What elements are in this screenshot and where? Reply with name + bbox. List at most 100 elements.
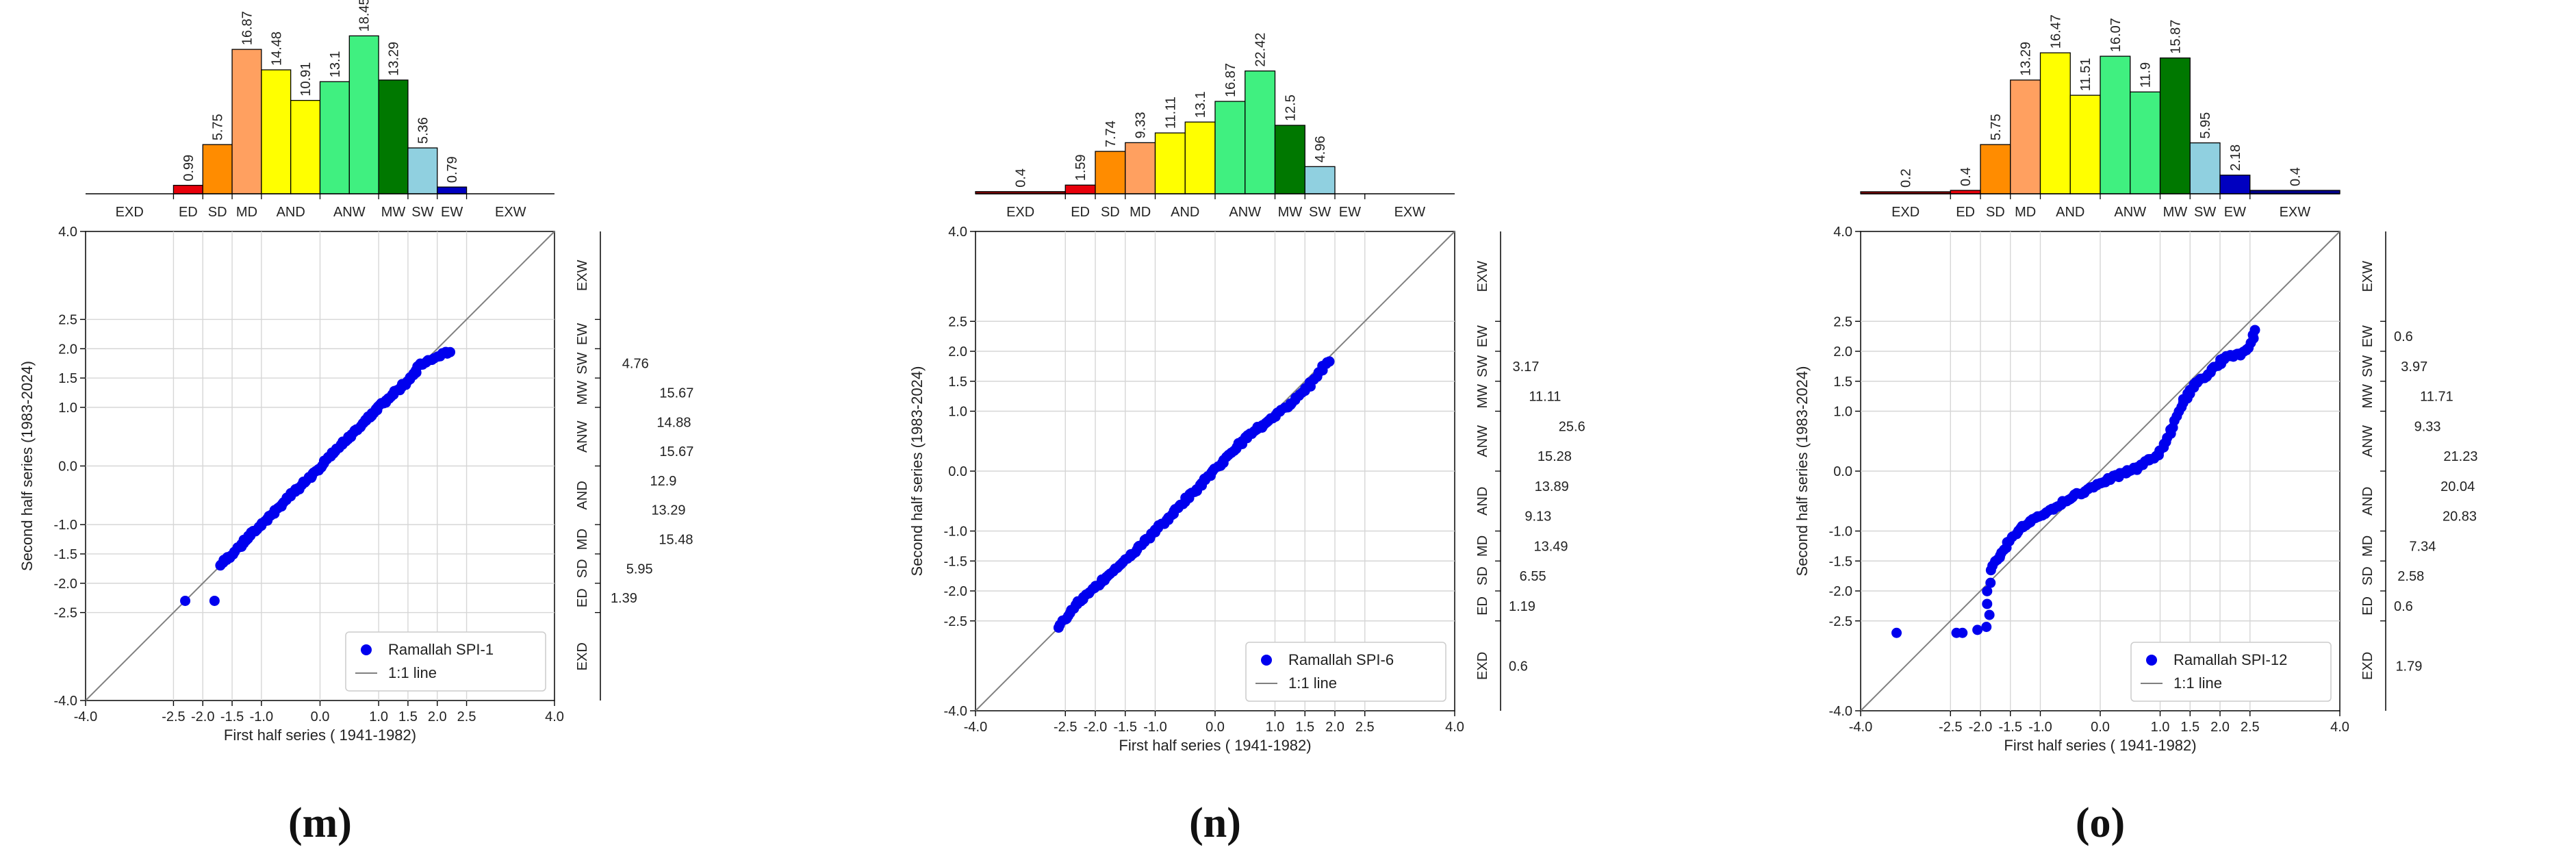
top-class-label: AND [2056, 205, 2084, 220]
scatter-points [180, 346, 456, 606]
y-tick-label: 2.5 [1833, 314, 1852, 329]
top-class-label: SW [411, 205, 433, 220]
right-hist-value: 12.9 [650, 474, 677, 489]
x-tick-label: 2.0 [2210, 720, 2230, 735]
scatter-point [1891, 627, 1902, 638]
right-hist-value: 4.76 [622, 357, 649, 372]
panel-1: -4.0-4.0 -2.5 -2.5 -2.0 -2.0 -1.5 -1.5 -1.0 -1.0… [908, 33, 1585, 846]
legend-label-line: 1:1 line [2173, 674, 2222, 692]
y-tick-label: 0.0 [58, 459, 77, 475]
y-tick-label: 4.0 [948, 225, 967, 240]
legend-label-line: 1:1 line [388, 664, 437, 681]
top-hist-bar [2130, 91, 2161, 194]
legend-label-series: Ramallah SPI-6 [1288, 651, 1394, 668]
y-tick-label: -4.0 [1829, 704, 1852, 719]
top-hist-value: 9.33 [1134, 112, 1149, 138]
top-hist-value: 13.1 [328, 51, 343, 77]
y-tick-label: -4.0 [54, 694, 77, 709]
top-histogram: 0.2 0.4 5.75 13.29 16.47 11.51 16.07 11.9 15.87 5… [1860, 14, 2341, 220]
right-hist-value: 13.49 [1533, 539, 1568, 554]
y-tick-label: 1.0 [1833, 405, 1852, 420]
right-hist-value: 13.89 [1535, 479, 1569, 494]
top-hist-value: 18.45 [357, 0, 372, 31]
x-tick-label: 1.5 [1295, 720, 1314, 735]
top-hist-bar [319, 81, 350, 194]
top-class-label: ANW [1229, 205, 1261, 220]
top-hist-bar [290, 99, 321, 194]
scatter-point [445, 346, 456, 357]
right-class-label: MW [2360, 384, 2375, 409]
y-tick-label: -2.0 [54, 577, 77, 592]
top-hist-value: 5.75 [1989, 114, 2004, 140]
right-hist-value: 15.48 [659, 533, 693, 548]
legend-marker-points [361, 644, 372, 655]
scatter-point [1984, 609, 1995, 620]
top-class-label: ED [1956, 205, 1975, 220]
right-class-label: MW [575, 381, 590, 405]
top-class-label: ED [179, 205, 198, 220]
top-hist-value: 13.1 [1193, 91, 1208, 118]
top-hist-bar [1095, 151, 1126, 194]
top-class-label: MD [236, 205, 257, 220]
right-hist-value: 1.19 [1509, 599, 1535, 614]
x-tick-label: 1.0 [2151, 720, 2170, 735]
x-tick-label: 1.5 [398, 709, 418, 724]
y-tick-label: 1.0 [58, 401, 77, 416]
y-tick-label: -2.5 [944, 614, 967, 629]
legend: Ramallah SPI-12 1:1 line [2130, 642, 2332, 702]
top-hist-value: 14.48 [269, 31, 284, 66]
right-class-label: ED [2360, 596, 2375, 616]
top-class-label: EW [441, 205, 463, 220]
legend: Ramallah SPI-1 1:1 line [345, 631, 546, 692]
right-hist-value: 13.29 [651, 503, 685, 518]
top-class-label: EW [2224, 205, 2246, 220]
top-class-label: EXD [1006, 205, 1034, 220]
y-tick-label: -1.0 [1829, 525, 1852, 540]
legend-box [345, 631, 546, 692]
top-hist-bar [407, 147, 438, 194]
y-tick-label: 0.0 [1833, 464, 1852, 479]
x-tick-label: 2.0 [1325, 720, 1344, 735]
x-tick-label: -1.5 [1114, 720, 1137, 735]
top-hist-bar [173, 184, 203, 194]
top-hist-bar [1304, 166, 1336, 194]
right-histogram: 4.76 15.67 14.88 15.67 12.9 13.29 15.48 5.95 1.3… [575, 231, 693, 701]
top-hist-value: 11.9 [2139, 62, 2154, 88]
y-tick-label: -4.0 [944, 704, 967, 719]
right-hist-value: 2.58 [2397, 569, 2424, 584]
top-hist-bar [2189, 142, 2221, 194]
right-class-label: AND [575, 481, 590, 509]
right-class-label: EXW [1475, 261, 1490, 292]
x-tick-label: -2.0 [1084, 720, 1107, 735]
scatter-point [1985, 577, 1996, 588]
top-class-label: ANW [333, 205, 366, 220]
x-tick-label: 0.0 [311, 709, 330, 724]
x-axis-label: First half series ( 1941-1982) [1119, 737, 1311, 754]
top-hist-value: 2.18 [2228, 144, 2243, 171]
x-tick-label: 1.0 [369, 709, 388, 724]
top-hist-value: 0.4 [1014, 168, 1029, 188]
y-axis-label: Second half series (1983-2024) [18, 361, 36, 571]
right-class-label: ANW [1475, 425, 1490, 457]
right-class-label: ED [575, 588, 590, 607]
y-tick-label: 2.5 [948, 314, 967, 329]
y-tick-label: -2.5 [1829, 614, 1852, 629]
right-hist-value: 14.88 [656, 415, 691, 430]
top-class-label: SW [2194, 205, 2216, 220]
legend-label-line: 1:1 line [1288, 674, 1337, 692]
y-axis-label: Second half series (1983-2024) [908, 366, 926, 577]
legend-label-series: Ramallah SPI-12 [2173, 651, 2287, 668]
top-class-label: AND [277, 205, 305, 220]
y-tick-label: -2.0 [944, 584, 967, 599]
right-hist-value: 15.67 [659, 386, 693, 401]
y-tick-label: 2.0 [1833, 344, 1852, 359]
top-hist-value: 0.4 [2288, 167, 2303, 186]
top-hist-bar [1125, 142, 1156, 194]
top-hist-value: 13.29 [387, 42, 402, 76]
x-tick-label: 2.5 [457, 709, 476, 724]
top-hist-bar [1245, 70, 1276, 194]
right-hist-value: 0.6 [1509, 659, 1528, 674]
right-hist-value: 5.95 [626, 562, 653, 577]
x-axis-label: First half series ( 1941-1982) [2004, 737, 2196, 754]
right-class-label: ANW [2360, 425, 2375, 457]
